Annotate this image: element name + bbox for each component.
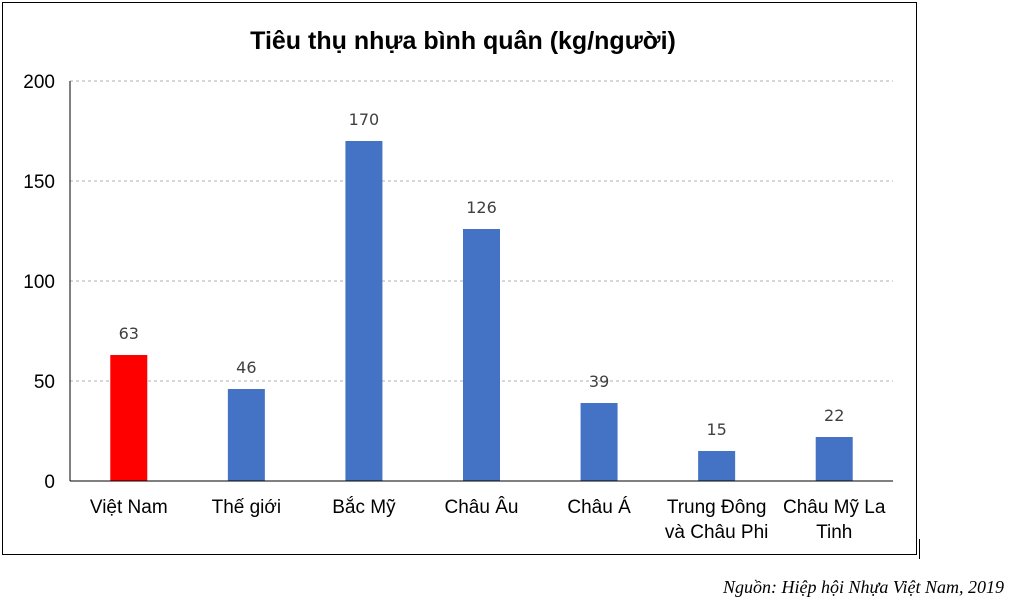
bar [815,437,853,481]
data-label: 39 [589,372,609,391]
source-note: Nguồn: Hiệp hội Nhựa Việt Nam, 2019 [723,577,1004,597]
bar [463,229,500,481]
chart-title: Tiêu thụ nhựa bình quân (kg/người) [250,27,676,55]
category-label: và Châu Phi [665,522,769,543]
category-label: Trung Đông [667,497,767,518]
bar-chart: Tiêu thụ nhựa bình quân (kg/người) 0 50 10… [23,27,893,543]
y-tick-label: 50 [34,372,55,393]
data-label: 15 [706,420,726,439]
category-label: Châu Á [567,497,631,518]
y-tick-label: 200 [23,72,55,93]
category-labels: Việt Nam Thế giới Bắc Mỹ Châu Âu Châu Á Trung… [90,496,886,543]
bars [110,141,853,481]
category-label: Châu Âu [445,496,519,518]
gridlines [70,80,893,382]
chart-frame: Tiêu thụ nhựa bình quân (kg/người) 0 50 10… [2,2,917,555]
category-label: Thế giới [212,497,282,518]
category-label: Bắc Mỹ [332,496,396,518]
y-tick-label: 150 [23,172,55,193]
data-label: 63 [119,324,139,343]
category-label: Châu Mỹ La [783,497,886,518]
y-tick-label: 100 [23,272,55,293]
bar [698,451,736,481]
category-label: Việt Nam [90,497,168,518]
category-label: Tinh [816,522,852,543]
data-labels: 63 46 170 126 39 15 22 [119,110,845,439]
frame-edge-mark [919,539,920,559]
bar [227,389,265,481]
data-label: 22 [824,406,844,425]
bar [345,141,383,481]
y-axis-ticks: 0 50 100 150 200 [23,72,55,493]
data-label: 126 [466,198,497,217]
bar [580,403,618,481]
data-label: 170 [349,110,380,129]
bar [110,355,148,481]
data-label: 46 [236,358,256,377]
y-tick-label: 0 [44,472,55,493]
